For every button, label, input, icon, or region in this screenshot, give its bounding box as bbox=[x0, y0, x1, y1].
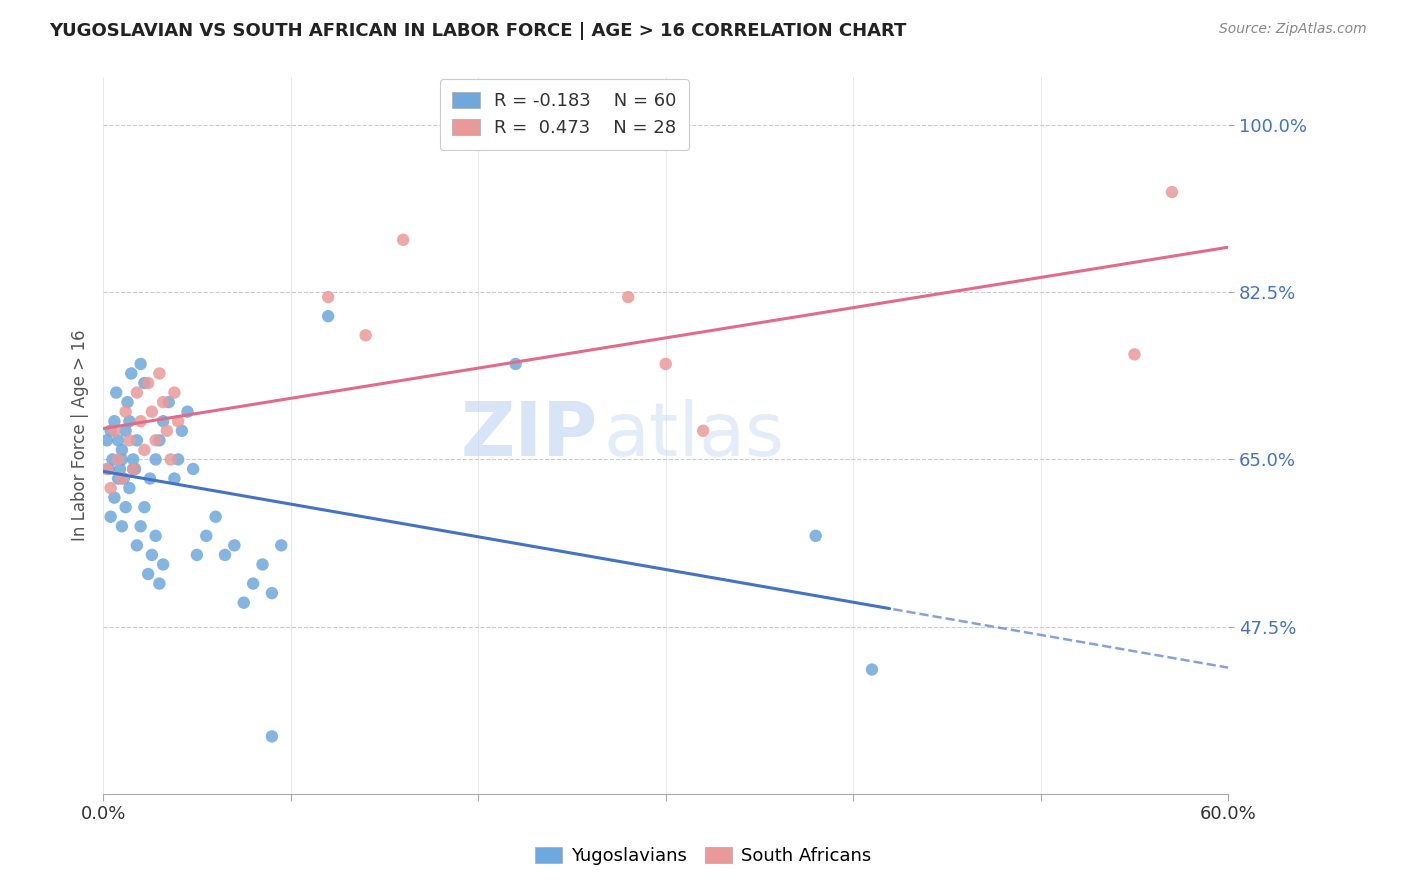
Point bbox=[148, 576, 170, 591]
Point bbox=[96, 434, 118, 448]
Point bbox=[654, 357, 676, 371]
Point bbox=[100, 481, 122, 495]
Point bbox=[505, 357, 527, 371]
Text: Source: ZipAtlas.com: Source: ZipAtlas.com bbox=[1219, 22, 1367, 37]
Point bbox=[1161, 185, 1184, 199]
Point bbox=[118, 414, 141, 428]
Point bbox=[242, 576, 264, 591]
Point bbox=[125, 434, 148, 448]
Point bbox=[103, 491, 125, 505]
Point bbox=[103, 424, 125, 438]
Point bbox=[122, 462, 145, 476]
Point bbox=[224, 538, 246, 552]
Point bbox=[316, 290, 339, 304]
Point bbox=[100, 424, 122, 438]
Point bbox=[111, 519, 134, 533]
Point bbox=[111, 442, 134, 457]
Point bbox=[1123, 347, 1146, 361]
Point bbox=[692, 424, 714, 438]
Point bbox=[170, 424, 193, 438]
Point bbox=[125, 385, 148, 400]
Point bbox=[392, 233, 415, 247]
Y-axis label: In Labor Force | Age > 16: In Labor Force | Age > 16 bbox=[72, 330, 89, 541]
Point bbox=[134, 442, 156, 457]
Point bbox=[122, 462, 145, 476]
Point bbox=[107, 452, 129, 467]
Point bbox=[114, 500, 136, 515]
Point bbox=[860, 663, 883, 677]
Point bbox=[97, 462, 120, 476]
Point bbox=[114, 405, 136, 419]
Point bbox=[136, 567, 159, 582]
Point bbox=[136, 376, 159, 390]
Point bbox=[316, 309, 339, 323]
Point bbox=[141, 405, 163, 419]
Point bbox=[260, 730, 283, 744]
Point bbox=[167, 452, 190, 467]
Point bbox=[195, 529, 218, 543]
Point bbox=[148, 367, 170, 381]
Point bbox=[129, 519, 152, 533]
Point bbox=[152, 414, 174, 428]
Point bbox=[152, 558, 174, 572]
Point bbox=[108, 462, 131, 476]
Point bbox=[114, 424, 136, 438]
Text: YUGOSLAVIAN VS SOUTH AFRICAN IN LABOR FORCE | AGE > 16 CORRELATION CHART: YUGOSLAVIAN VS SOUTH AFRICAN IN LABOR FO… bbox=[49, 22, 907, 40]
Point bbox=[145, 434, 167, 448]
Point bbox=[260, 586, 283, 600]
Text: atlas: atlas bbox=[603, 399, 785, 472]
Point bbox=[134, 376, 156, 390]
Point bbox=[804, 529, 827, 543]
Point bbox=[125, 538, 148, 552]
Point bbox=[117, 395, 139, 409]
Point bbox=[181, 462, 204, 476]
Point bbox=[129, 414, 152, 428]
Point bbox=[120, 367, 142, 381]
Legend: Yugoslavians, South Africans: Yugoslavians, South Africans bbox=[527, 839, 879, 872]
Point bbox=[617, 290, 640, 304]
Point bbox=[186, 548, 208, 562]
Point bbox=[111, 452, 134, 467]
Point bbox=[167, 414, 190, 428]
Point bbox=[163, 471, 186, 485]
Point bbox=[176, 405, 198, 419]
Point bbox=[96, 462, 118, 476]
Point bbox=[100, 509, 122, 524]
Point bbox=[152, 395, 174, 409]
Point bbox=[139, 471, 162, 485]
Point bbox=[354, 328, 377, 343]
Point bbox=[107, 471, 129, 485]
Point bbox=[105, 385, 128, 400]
Text: ZIP: ZIP bbox=[461, 399, 598, 472]
Point bbox=[204, 509, 226, 524]
Point bbox=[159, 452, 181, 467]
Point bbox=[118, 481, 141, 495]
Point bbox=[148, 434, 170, 448]
Point bbox=[145, 529, 167, 543]
Point bbox=[156, 424, 179, 438]
Point bbox=[163, 385, 186, 400]
Point bbox=[112, 471, 135, 485]
Point bbox=[141, 548, 163, 562]
Point bbox=[118, 434, 141, 448]
Point bbox=[111, 471, 134, 485]
Point bbox=[129, 357, 152, 371]
Point bbox=[101, 452, 124, 467]
Point bbox=[122, 452, 145, 467]
Point bbox=[103, 414, 125, 428]
Point bbox=[214, 548, 236, 562]
Legend: R = -0.183    N = 60, R =  0.473    N = 28: R = -0.183 N = 60, R = 0.473 N = 28 bbox=[440, 79, 689, 150]
Point bbox=[157, 395, 180, 409]
Point bbox=[252, 558, 274, 572]
Point bbox=[124, 462, 146, 476]
Point bbox=[232, 596, 254, 610]
Point bbox=[107, 434, 129, 448]
Point bbox=[270, 538, 292, 552]
Point bbox=[134, 500, 156, 515]
Point bbox=[145, 452, 167, 467]
